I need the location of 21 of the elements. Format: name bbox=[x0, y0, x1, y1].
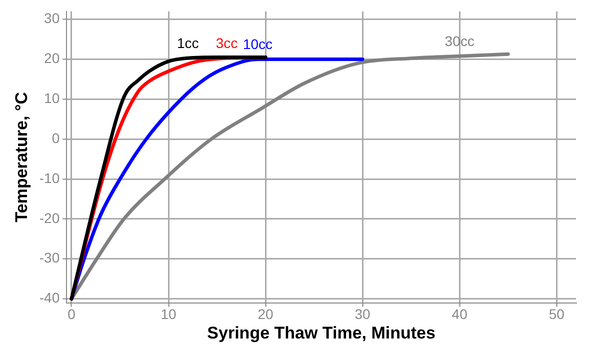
x-tick-label: 50 bbox=[548, 306, 565, 322]
y-tick-label: -30 bbox=[39, 250, 60, 266]
x-tick-label: 30 bbox=[354, 306, 371, 322]
line-series bbox=[70, 56, 268, 301]
line-series bbox=[70, 52, 510, 301]
x-tick-label: 10 bbox=[160, 306, 177, 322]
y-tick-label: 10 bbox=[44, 90, 60, 106]
x-tick-label: 20 bbox=[258, 306, 274, 322]
y-axis-title: Temperature, °C bbox=[12, 92, 31, 222]
y-tick-label: 30 bbox=[44, 10, 60, 26]
series-label: 10cc bbox=[242, 36, 273, 52]
y-tick-label: 20 bbox=[44, 50, 60, 66]
y-tick-label: -20 bbox=[39, 210, 60, 226]
x-tick-label: 40 bbox=[452, 306, 468, 322]
series-label: 1cc bbox=[177, 34, 199, 51]
y-tick-label: 0 bbox=[52, 130, 60, 146]
series-label: 3cc bbox=[216, 34, 238, 51]
x-tick-label: 0 bbox=[68, 306, 76, 322]
y-tick-label: -10 bbox=[39, 170, 60, 186]
x-axis-title: Syringe Thaw Time, Minutes bbox=[207, 323, 436, 342]
y-tick-label: -40 bbox=[39, 290, 60, 306]
